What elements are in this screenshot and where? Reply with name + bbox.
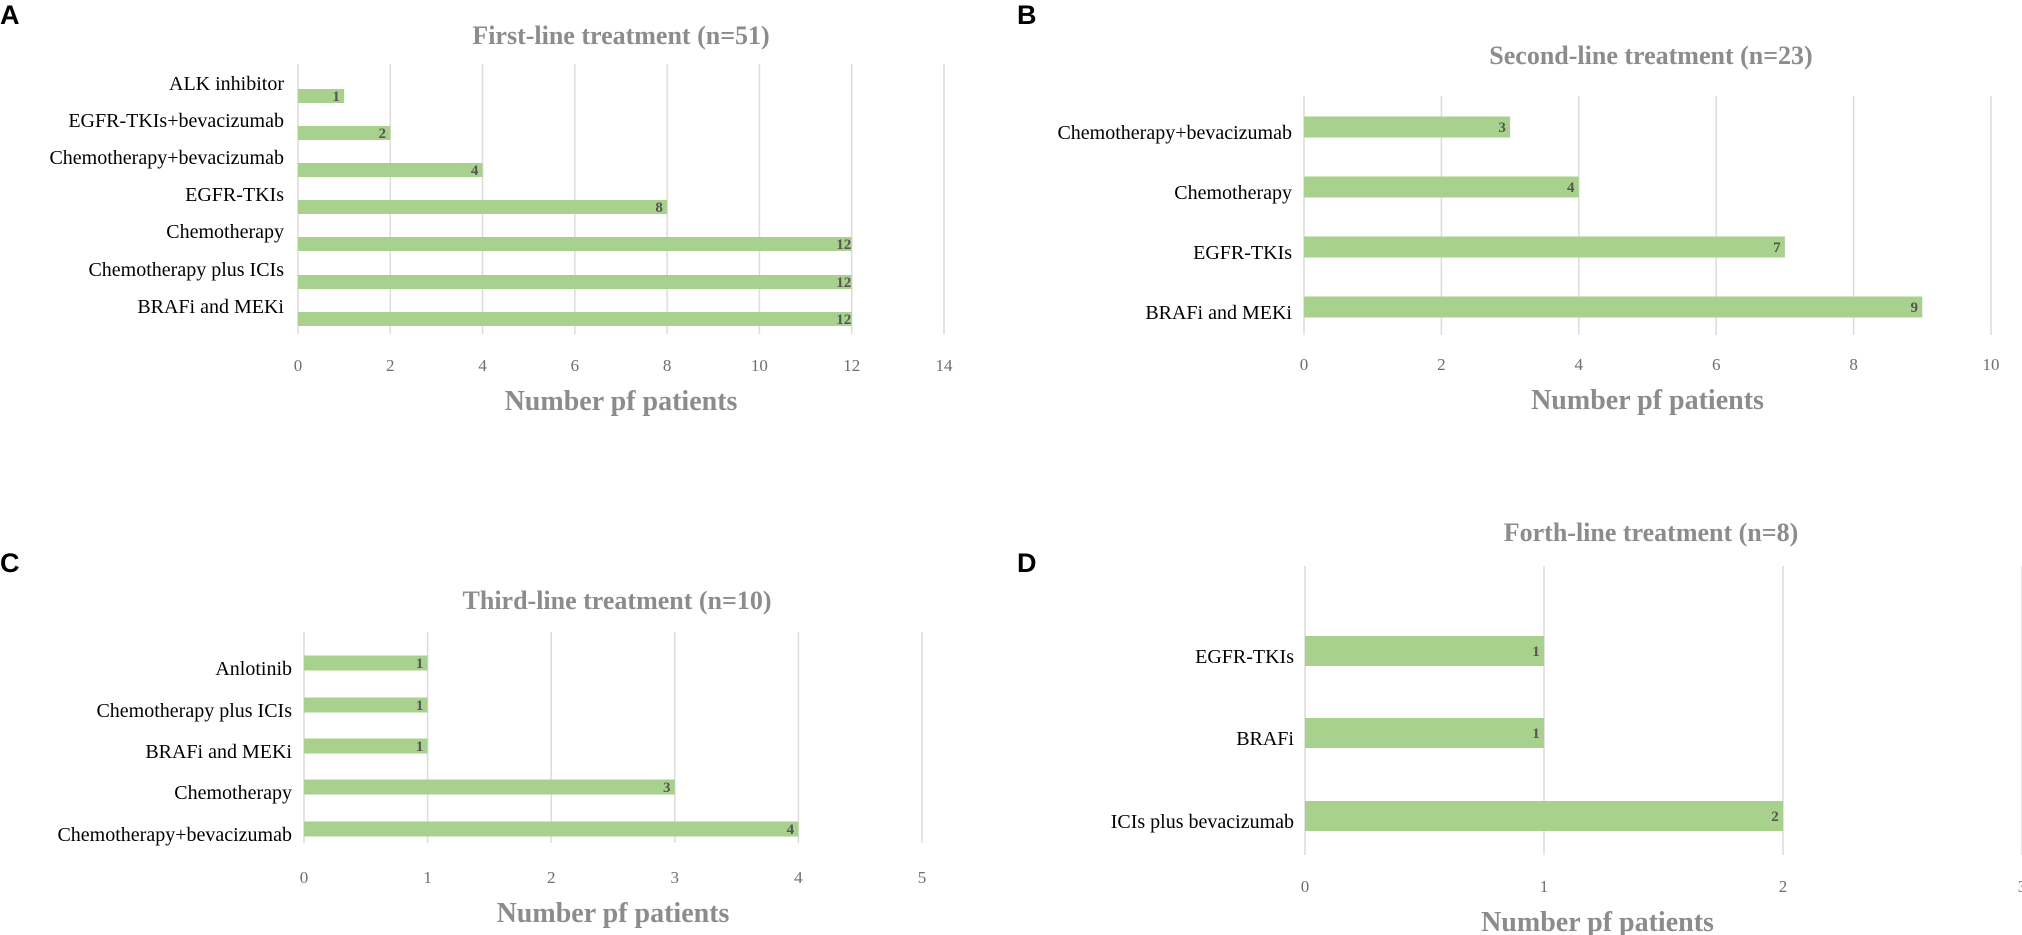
bar: [298, 275, 852, 289]
bar: [1304, 176, 1579, 198]
category-label: EGFR-TKIs: [1195, 646, 1294, 668]
bar: [298, 237, 852, 251]
x-tick-label: 1: [423, 868, 432, 887]
x-tick-label: 3: [2018, 877, 2022, 896]
chart-panel-b: B Second-line treatment (n=23) 0 2 4 6 8 10 Chem…: [1017, 0, 2000, 416]
x-tick-label: 2: [386, 356, 395, 375]
data-label: 8: [655, 200, 663, 216]
bar: [1305, 636, 1544, 666]
x-axis-label: Number pf patients: [497, 898, 730, 929]
bar: [1305, 718, 1544, 748]
x-tick-label: 4: [1575, 355, 1584, 374]
data-label: 2: [1771, 809, 1779, 825]
category-label: Anlotinib: [215, 658, 292, 680]
x-tick-label: 4: [794, 868, 803, 887]
bar: [1305, 801, 1783, 831]
bar: [298, 89, 345, 103]
x-tick-label: 0: [300, 868, 309, 887]
x-tick-label: 10: [1983, 355, 2000, 374]
bar: [304, 697, 428, 713]
data-label: 4: [1567, 180, 1575, 196]
data-label: 1: [416, 739, 424, 755]
x-tick-label: 3: [671, 868, 680, 887]
x-axis-label: Number pf patients: [505, 386, 738, 417]
x-tick-label: 5: [918, 868, 927, 887]
bar: [304, 821, 799, 837]
data-label: 12: [836, 275, 851, 291]
data-label: 4: [471, 163, 479, 179]
data-label: 1: [1532, 644, 1540, 660]
category-label: Chemotherapy+bevacizumab: [49, 147, 284, 169]
chart-panel-c: C Third-line treatment (n=10) 0 1 2 3 4 5 Anloti…: [0, 548, 926, 929]
data-label: 4: [787, 822, 795, 838]
bar: [298, 312, 852, 326]
data-label: 1: [1532, 726, 1540, 742]
panel-letter: A: [0, 0, 20, 30]
category-label: BRAFi and MEKi: [145, 741, 292, 763]
category-label: Chemotherapy: [1174, 182, 1292, 204]
x-tick-label: 14: [936, 356, 954, 375]
chart-title: Third-line treatment (n=10): [463, 586, 772, 615]
category-label: BRAFi: [1236, 728, 1294, 750]
data-label: 12: [836, 312, 851, 328]
category-label: Chemotherapy+bevacizumab: [1057, 122, 1292, 144]
x-tick-label: 2: [1779, 877, 1788, 896]
bar: [298, 126, 391, 140]
x-tick-label: 6: [571, 356, 580, 375]
x-tick-label: 4: [478, 356, 487, 375]
x-axis-label: Number pf patients: [1481, 907, 1714, 935]
x-axis-label: Number pf patients: [1531, 385, 1764, 416]
x-tick-label: 2: [1437, 355, 1446, 374]
x-tick-label: 10: [751, 356, 768, 375]
category-label: Chemotherapy plus ICIs: [96, 700, 292, 722]
category-label: Chemotherapy+bevacizumab: [57, 824, 292, 846]
data-label: 12: [836, 237, 851, 253]
bar: [298, 163, 483, 177]
category-label: Chemotherapy: [166, 221, 284, 243]
x-tick-label: 6: [1712, 355, 1721, 374]
bar: [304, 738, 428, 754]
category-label: BRAFi and MEKi: [1145, 302, 1292, 324]
chart-panel-d: D Forth-line treatment (n=8) 0 1 2 3 EGFR-TKIs…: [1017, 518, 2022, 935]
data-label: 1: [416, 656, 424, 672]
category-label: Chemotherapy plus ICIs: [88, 259, 284, 281]
category-label: EGFR-TKIs+bevacizumab: [68, 110, 284, 132]
panel-letter: D: [1017, 548, 1037, 578]
category-label: ALK inhibitor: [169, 73, 284, 95]
data-label: 1: [332, 89, 340, 105]
chart-title: First-line treatment (n=51): [472, 21, 769, 50]
category-label: BRAFi and MEKi: [137, 296, 284, 318]
bar: [1304, 236, 1785, 258]
data-label: 3: [663, 780, 671, 796]
panel-letter: C: [0, 548, 20, 578]
x-tick-label: 12: [843, 356, 860, 375]
category-label: EGFR-TKIs: [1193, 242, 1292, 264]
data-label: 1: [416, 698, 424, 714]
x-tick-label: 1: [1540, 877, 1549, 896]
x-tick-label: 0: [294, 356, 303, 375]
data-label: 2: [379, 126, 387, 142]
bar: [1304, 116, 1511, 138]
category-label: ICIs plus bevacizumab: [1111, 811, 1294, 833]
bar: [298, 200, 668, 214]
data-label: 7: [1773, 240, 1781, 256]
x-tick-label: 0: [1300, 355, 1309, 374]
panel-letter: B: [1017, 0, 1037, 30]
bar: [304, 655, 428, 671]
x-tick-label: 8: [1849, 355, 1858, 374]
data-label: 3: [1498, 120, 1506, 136]
category-label: Chemotherapy: [174, 782, 292, 804]
data-label: 9: [1911, 300, 1919, 316]
bar: [304, 779, 675, 795]
chart-title: Second-line treatment (n=23): [1489, 41, 1812, 70]
category-label: EGFR-TKIs: [185, 184, 284, 206]
x-tick-label: 8: [663, 356, 672, 375]
x-tick-label: 0: [1301, 877, 1310, 896]
bar: [1304, 296, 1923, 318]
chart-title: Forth-line treatment (n=8): [1504, 518, 1798, 547]
x-tick-label: 2: [547, 868, 556, 887]
